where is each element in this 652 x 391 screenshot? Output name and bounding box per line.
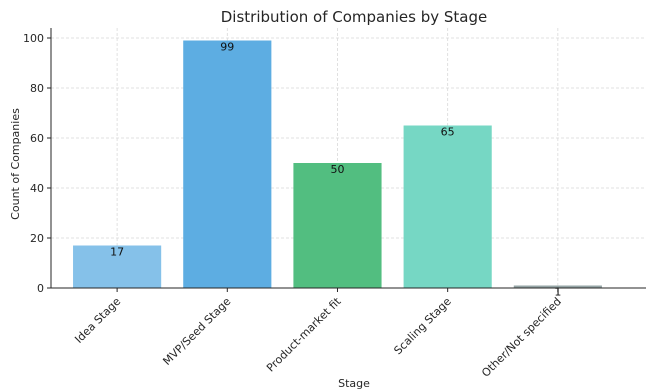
bar [403, 125, 492, 288]
y-tick-label: 40 [30, 182, 44, 195]
bar-value-label: 50 [330, 163, 344, 176]
y-tick-label: 100 [23, 32, 44, 45]
axes-layer [47, 28, 646, 292]
bar-value-label: 1 [554, 286, 561, 299]
y-axis-title: Count of Companies [9, 108, 22, 220]
x-axis-title: Stage [338, 377, 370, 390]
y-tick-label: 20 [30, 232, 44, 245]
bar-value-label: 99 [220, 41, 234, 54]
bar [183, 40, 272, 288]
bars-layer [73, 40, 602, 288]
y-tick-label: 80 [30, 82, 44, 95]
bar-value-label: 17 [110, 246, 124, 259]
chart-title: Distribution of Companies by Stage [221, 8, 487, 26]
y-tick-label: 60 [30, 132, 44, 145]
bar [513, 285, 602, 288]
bar-value-label: 65 [441, 126, 455, 139]
bar [73, 245, 162, 288]
bar [293, 163, 382, 288]
y-tick-label: 0 [37, 282, 44, 295]
